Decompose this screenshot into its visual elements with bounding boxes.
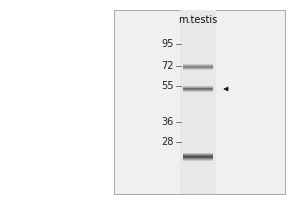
Bar xyxy=(183,65,213,66)
Bar xyxy=(183,66,213,67)
Bar xyxy=(183,67,213,68)
Bar xyxy=(183,158,213,159)
Bar xyxy=(183,157,213,158)
Bar xyxy=(183,86,213,87)
Bar xyxy=(183,91,213,92)
Bar xyxy=(183,69,213,70)
Bar xyxy=(183,64,213,65)
Text: m.testis: m.testis xyxy=(178,15,218,25)
Bar xyxy=(183,153,213,154)
Bar xyxy=(183,90,213,91)
Bar xyxy=(183,89,213,90)
Bar xyxy=(114,10,285,194)
Text: 72: 72 xyxy=(161,61,174,71)
Bar xyxy=(183,154,213,155)
Text: 95: 95 xyxy=(162,39,174,49)
Text: 28: 28 xyxy=(162,137,174,147)
Text: 55: 55 xyxy=(161,81,174,91)
Bar xyxy=(180,10,216,194)
Bar xyxy=(183,68,213,69)
Bar xyxy=(183,87,213,88)
Text: 36: 36 xyxy=(162,117,174,127)
Bar xyxy=(183,88,213,89)
Bar xyxy=(183,156,213,157)
Bar xyxy=(183,160,213,161)
Bar xyxy=(183,155,213,156)
Bar xyxy=(183,159,213,160)
